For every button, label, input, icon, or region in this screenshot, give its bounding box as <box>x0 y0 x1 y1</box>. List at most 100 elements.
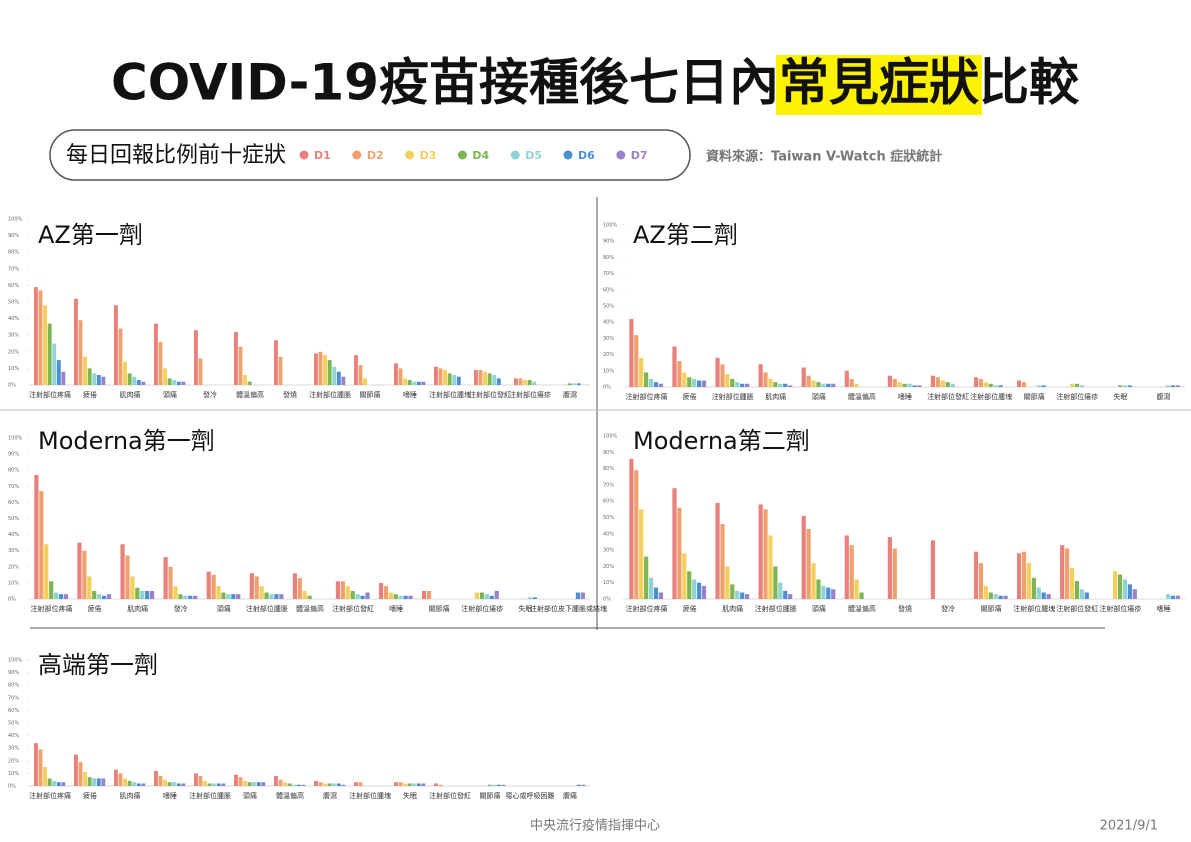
bar <box>687 571 692 599</box>
bar <box>123 361 128 385</box>
x-tick-label: 注射部位發紅 <box>927 392 969 401</box>
bar <box>634 335 639 387</box>
bar <box>154 770 158 786</box>
bar <box>261 782 266 786</box>
x-tick-label: 嗜睡 <box>898 392 912 401</box>
y-tick-label: 80% <box>8 683 19 689</box>
bar <box>278 779 283 786</box>
y-tick-label: 0% <box>8 784 16 790</box>
x-tick-label: 注射部位腫塊 <box>1013 604 1055 613</box>
bar <box>360 595 365 599</box>
bar <box>581 784 586 786</box>
y-tick-label: 20% <box>8 758 19 764</box>
bar <box>778 383 783 387</box>
bar <box>363 378 368 385</box>
x-tick-label: 嗜睡 <box>1156 604 1170 613</box>
bar <box>983 382 988 387</box>
bar <box>52 780 57 786</box>
bar <box>496 378 501 385</box>
bar <box>135 587 140 599</box>
bar <box>292 784 297 786</box>
x-tick-label: 肌肉痛 <box>722 604 743 613</box>
bar <box>580 592 585 599</box>
bar <box>238 777 243 786</box>
bar <box>783 383 788 387</box>
bar <box>102 595 107 599</box>
bar <box>345 586 350 599</box>
bar <box>434 366 438 385</box>
bar <box>725 566 730 599</box>
x-tick-label: 頭痛 <box>217 604 231 613</box>
bar <box>697 582 702 599</box>
bar <box>496 784 501 786</box>
bar <box>92 373 97 385</box>
bar <box>993 385 998 387</box>
y-tick-label: 10% <box>8 771 19 777</box>
bar <box>168 566 173 599</box>
bar <box>811 563 816 599</box>
bar <box>43 767 48 786</box>
bar <box>658 592 664 599</box>
bar <box>854 579 859 599</box>
bar <box>234 774 238 786</box>
bar <box>811 380 816 387</box>
y-tick-label: 30% <box>8 746 19 752</box>
y-tick-label: 50% <box>8 516 19 522</box>
bar <box>887 375 892 387</box>
bar <box>123 778 128 786</box>
x-tick-label: 注射部位腫塊 <box>349 791 391 800</box>
bar <box>1084 592 1089 599</box>
bar <box>653 587 659 599</box>
bar <box>394 782 398 786</box>
bar <box>422 590 427 599</box>
legend-dot <box>405 150 415 160</box>
bar <box>236 594 241 599</box>
bar <box>354 355 358 385</box>
bar <box>259 586 264 599</box>
bar <box>821 585 826 599</box>
bar <box>243 375 248 385</box>
bar <box>887 537 892 599</box>
bar <box>778 582 783 599</box>
title: 常見症狀 <box>779 54 979 112</box>
y-tick-label: 80% <box>603 255 614 261</box>
bar <box>287 783 292 786</box>
bar <box>523 380 528 385</box>
bar <box>183 595 188 599</box>
x-tick-label: 注射部位發紅 <box>332 604 374 613</box>
bar <box>188 595 193 599</box>
x-tick-label: 發冷 <box>203 390 217 399</box>
bar <box>844 370 849 387</box>
bar <box>1069 383 1075 387</box>
bar <box>256 782 261 786</box>
bar <box>1117 385 1123 387</box>
bar <box>167 782 172 786</box>
x-tick-label: 腹痛 <box>563 791 577 800</box>
bar <box>447 373 452 385</box>
bar <box>114 769 118 786</box>
legend-dot <box>563 150 573 160</box>
chart-title: Moderna第一劑 <box>38 427 215 455</box>
bar <box>421 783 426 786</box>
bar <box>141 783 146 786</box>
bar <box>125 555 130 599</box>
bar <box>172 782 177 786</box>
bar <box>801 367 806 387</box>
bar <box>150 590 155 599</box>
bar <box>39 491 44 599</box>
bar <box>238 346 243 385</box>
bar <box>47 778 52 786</box>
legend-label: D2 <box>367 149 384 162</box>
chart-title: AZ第二劑 <box>633 221 738 249</box>
bar <box>1036 385 1041 387</box>
bar <box>484 594 489 599</box>
y-tick-label: 10% <box>8 580 19 586</box>
legend-label: D6 <box>578 149 595 162</box>
bar <box>87 368 92 385</box>
legend-dot <box>299 150 309 160</box>
y-tick-label: 40% <box>8 532 19 538</box>
bar <box>935 377 940 387</box>
bar <box>1170 595 1176 599</box>
bar <box>758 504 763 599</box>
x-tick-label: 疲倦 <box>683 392 697 401</box>
